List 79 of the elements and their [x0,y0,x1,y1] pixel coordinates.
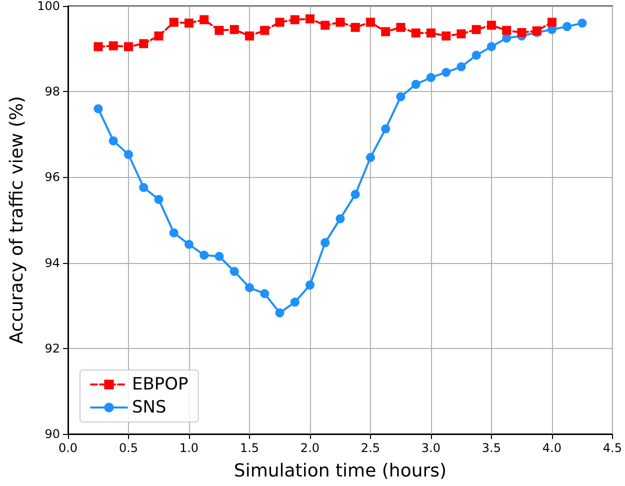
point [578,18,587,28]
point [486,20,496,30]
x-tick-label: 0.0 [58,441,78,455]
point [94,42,103,52]
point [426,72,436,82]
x-tick-label: 3.5 [482,441,502,455]
point [260,289,270,298]
legend-label: SNS [132,398,166,418]
point [108,136,118,146]
point [456,29,466,38]
point [108,41,118,50]
point [472,25,481,34]
point [244,283,254,292]
point [184,18,194,28]
legend-label: EBPOP [132,374,188,394]
point [139,39,148,48]
x-tick-label: 2.5 [360,441,380,455]
y-tick-label: 92 [44,341,60,356]
point [200,250,209,260]
point [200,15,209,24]
x-tick-label: 2.0 [300,441,320,455]
x-tick-label: 4.0 [542,441,562,455]
point [139,182,148,192]
point [442,31,451,40]
point [366,18,375,27]
point [230,266,239,276]
point [214,252,224,261]
point [456,62,466,72]
point [305,280,314,290]
point [502,26,512,35]
y-tick-label: 98 [44,84,60,99]
point [169,228,178,238]
point [124,150,133,160]
point [486,42,496,52]
point [562,22,572,32]
point [154,194,164,204]
point [275,308,284,318]
point [442,68,451,77]
point [244,31,254,40]
point [320,238,330,248]
point [547,18,556,27]
y-tick-label: 96 [44,170,60,184]
x-tick-label: 1.0 [179,441,199,455]
point [366,153,375,162]
point [320,20,330,30]
point [184,240,194,249]
point [411,28,420,38]
point [290,298,300,307]
x-tick-label: 3.0 [421,441,441,455]
point [350,22,360,32]
point [336,18,345,27]
point [290,15,300,24]
point [411,80,420,89]
point [124,42,133,52]
point [381,124,390,134]
point [214,26,224,35]
point [275,18,284,27]
y-axis-title: Accuracy of traffic view (%) [6,96,28,344]
point [305,14,314,24]
point [94,104,103,114]
point [336,214,345,224]
x-tick-label: 0.5 [118,441,138,455]
x-tick-label: 4.5 [602,441,622,455]
point [396,92,406,102]
point [260,26,270,35]
x-tick-label: 1.5 [240,441,260,455]
y-tick-label: 90 [44,427,60,441]
point [381,27,390,36]
point [169,18,178,27]
y-tick-label: 100 [37,0,60,13]
x-axis-title: Simulation time (hours) [234,460,447,482]
point [154,31,164,40]
point [396,22,406,32]
point [517,28,526,38]
point [230,25,239,34]
y-tick-label: 94 [44,256,60,270]
point [472,50,481,60]
point [350,190,360,199]
point [426,28,436,38]
